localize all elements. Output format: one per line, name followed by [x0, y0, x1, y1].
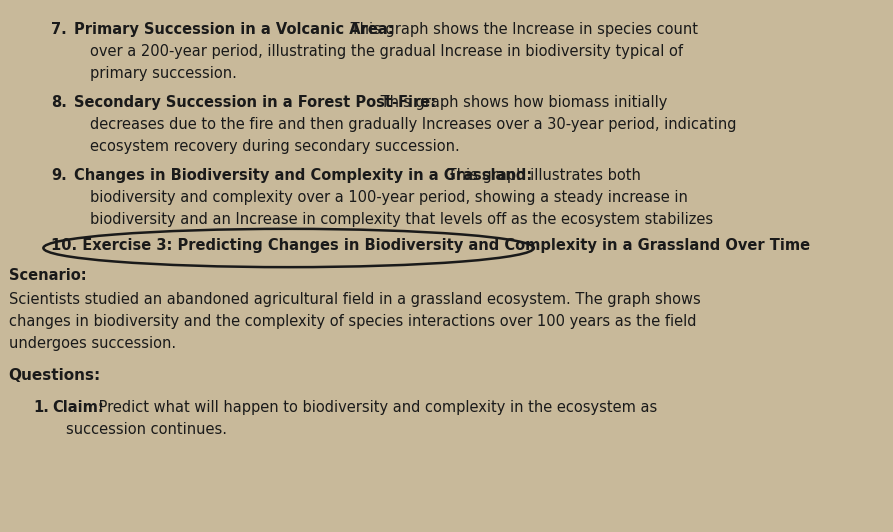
Text: 9.: 9. [51, 168, 66, 183]
Text: biodiversity and an Increase in complexity that levels off as the ecosystem stab: biodiversity and an Increase in complexi… [90, 212, 713, 227]
Text: Secondary Succession in a Forest Post-Fire:: Secondary Succession in a Forest Post-Fi… [74, 95, 437, 110]
Text: This graph illustrates both: This graph illustrates both [443, 168, 640, 183]
Text: This graph shows the Increase in species count: This graph shows the Increase in species… [346, 22, 698, 37]
Text: Questions:: Questions: [9, 368, 101, 383]
Text: Primary Succession in a Volcanic Area:: Primary Succession in a Volcanic Area: [74, 22, 394, 37]
Text: 10. Exercise 3: Predicting Changes in Biodiversity and Complexity in a Grassland: 10. Exercise 3: Predicting Changes in Bi… [51, 238, 810, 253]
Text: Scenario:: Scenario: [9, 268, 87, 283]
Text: changes in biodiversity and the complexity of species interactions over 100 year: changes in biodiversity and the complexi… [9, 314, 697, 329]
Text: ecosystem recovery during secondary succession.: ecosystem recovery during secondary succ… [90, 139, 460, 154]
Text: biodiversity and complexity over a 100-year period, showing a steady increase in: biodiversity and complexity over a 100-y… [90, 190, 688, 205]
Text: decreases due to the fire and then gradually Increases over a 30-year period, in: decreases due to the fire and then gradu… [90, 117, 737, 132]
Text: Scientists studied an abandoned agricultural field in a grassland ecosystem. The: Scientists studied an abandoned agricult… [9, 292, 700, 307]
Text: Claim:: Claim: [53, 400, 104, 415]
Text: undergoes succession.: undergoes succession. [9, 336, 176, 351]
Text: succession continues.: succession continues. [65, 422, 227, 437]
Text: 8.: 8. [51, 95, 67, 110]
Text: 7.: 7. [51, 22, 66, 37]
Text: 1.: 1. [33, 400, 49, 415]
Text: Changes in Biodiversity and Complexity in a Grassland:: Changes in Biodiversity and Complexity i… [74, 168, 532, 183]
Text: primary succession.: primary succession. [90, 66, 237, 81]
Text: Predict what will happen to biodiversity and complexity in the ecosystem as: Predict what will happen to biodiversity… [95, 400, 658, 415]
Text: This graph shows how biomass initially: This graph shows how biomass initially [377, 95, 668, 110]
Text: over a 200-year period, illustrating the gradual Increase in biodiversity typica: over a 200-year period, illustrating the… [90, 44, 683, 59]
